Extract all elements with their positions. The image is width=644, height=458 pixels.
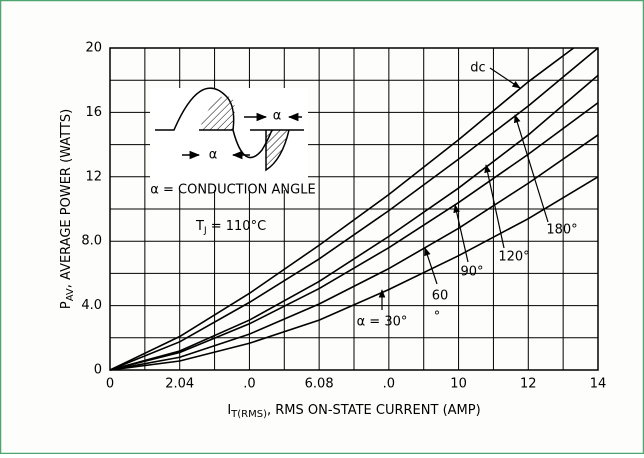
alpha-label: α [273, 109, 282, 124]
x-tick-label: 14 [590, 377, 607, 392]
series-line [109, 102, 599, 371]
y-tick-label: 16 [85, 105, 102, 120]
y-axis-label: PAV, AVERAGE POWER (WATTS) [59, 109, 77, 309]
x-tick-label: 2.04 [165, 377, 194, 392]
x-tick-label: .0 [383, 377, 395, 392]
series-line [109, 74, 599, 371]
series-label: 90° [460, 265, 483, 280]
alpha-label: α [209, 148, 218, 163]
series-line [109, 47, 575, 371]
y-tick-label: 0 [94, 363, 102, 378]
y-tick-label: 4.0 [81, 298, 102, 313]
x-axis-label: IT(RMS), RMS ON-STATE CURRENT (AMP) [227, 403, 480, 421]
series-line [109, 134, 599, 371]
annotation: ° [434, 310, 441, 325]
x-tick-label: 0 [106, 377, 114, 392]
y-tick-label: 12 [85, 169, 102, 184]
series-label: 60 [432, 289, 449, 304]
x-tick-label: 10 [450, 377, 467, 392]
inset-definition: α = CONDUCTION ANGLE [150, 183, 315, 198]
series-label: α = 30° [357, 315, 408, 330]
series-line [109, 176, 599, 371]
series-label: 180° [546, 223, 577, 238]
series-label: 120° [498, 250, 529, 265]
label-arrow [484, 164, 505, 249]
junction-temp: TJ = 110°C [195, 219, 266, 236]
x-tick-label: 12 [520, 377, 537, 392]
plot-border [109, 47, 599, 371]
x-tick-label: 6.08 [305, 377, 334, 392]
series-label: dc [470, 61, 485, 76]
label-arrow [424, 247, 438, 285]
x-tick-label: .0 [243, 377, 255, 392]
label-arrow [514, 114, 549, 223]
y-tick-label: 8.0 [81, 234, 102, 249]
label-arrow [489, 67, 521, 89]
waveform [155, 87, 304, 172]
y-tick-label: 20 [85, 41, 102, 56]
